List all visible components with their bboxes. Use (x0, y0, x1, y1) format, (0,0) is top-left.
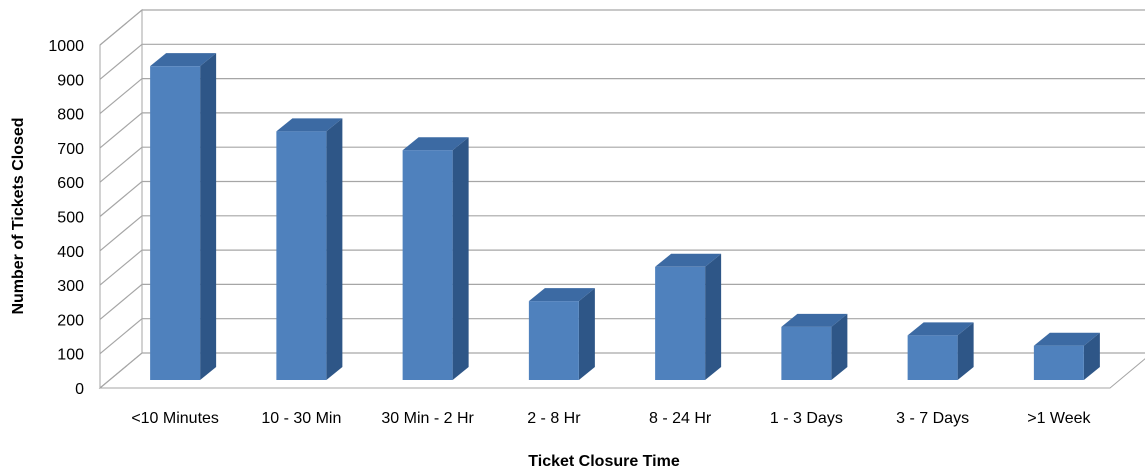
bar-side (200, 53, 217, 380)
gridline (99, 318, 1145, 355)
y-tick-label: 300 (57, 278, 84, 295)
y-tick-label: 800 (57, 107, 84, 124)
y-tick-label: 400 (57, 244, 84, 261)
bar-front (907, 335, 958, 380)
bar-front (655, 266, 706, 380)
y-tick-label: 500 (57, 210, 84, 227)
x-tick-label: 30 Min - 2 Hr (381, 410, 474, 427)
bar-front (528, 301, 579, 380)
x-tick-label: 2 - 8 Hr (527, 410, 581, 427)
gridline (99, 112, 1145, 149)
bar-front (150, 66, 201, 380)
x-axis-ticks: <10 Minutes 10 - 30 Min 30 Min - 2 Hr 2 - 8… (131, 410, 1091, 427)
y-tick-label: 0 (75, 381, 84, 398)
x-tick-label: 8 - 24 Hr (649, 410, 712, 427)
gridline (99, 283, 1145, 320)
x-tick-label: 10 - 30 Min (261, 410, 341, 427)
gridline (99, 9, 1145, 46)
floor (98, 352, 1145, 389)
bar (907, 322, 974, 380)
gridlines (99, 9, 1145, 389)
bar-top (402, 137, 469, 151)
x-tick-label: 1 - 3 Days (770, 410, 843, 427)
y-tick-label: 900 (57, 72, 84, 89)
y-tick-label: 700 (57, 141, 84, 158)
gridline (99, 215, 1145, 252)
x-axis-title: Ticket Closure Time (528, 453, 680, 470)
gridline (99, 43, 1145, 80)
bar (655, 253, 722, 380)
y-tick-label: 100 (57, 347, 84, 364)
bar-side (578, 288, 595, 380)
bar (528, 288, 595, 380)
bar-front (781, 326, 832, 380)
x-tick-label: 3 - 7 Days (896, 410, 969, 427)
chart-walls (98, 8, 1145, 390)
bar-side (452, 137, 469, 380)
gridline (99, 249, 1145, 286)
bar-front (402, 150, 453, 380)
gridline (99, 146, 1145, 183)
y-axis-ticks: 0 100 200 300 400 500 600 700 800 900 1000 (48, 38, 84, 398)
bar-top (528, 288, 595, 302)
bar-side (831, 313, 848, 380)
bar-top (655, 253, 722, 267)
bar-side (1083, 332, 1100, 380)
y-tick-label: 200 (57, 312, 84, 329)
gridline (99, 77, 1145, 115)
bar-side (957, 322, 974, 380)
x-tick-label: <10 Minutes (131, 410, 219, 427)
bar (1033, 332, 1100, 380)
bar (402, 137, 469, 380)
bar-front (276, 131, 327, 380)
bar-top (907, 322, 974, 336)
y-tick-label: 1000 (48, 38, 84, 55)
y-tick-label: 600 (57, 175, 84, 192)
y-axis-title: Number of Tickets Closed (10, 117, 27, 314)
bars (150, 53, 1100, 380)
bar-side (705, 253, 722, 380)
bar (150, 53, 217, 380)
bar-top (150, 53, 217, 67)
bar (781, 313, 848, 380)
x-tick-label: >1 Week (1027, 410, 1091, 427)
bar-top (276, 118, 343, 132)
bar-top (1033, 332, 1100, 346)
gridline (99, 180, 1145, 217)
bar-side (326, 118, 343, 380)
bar-top (781, 313, 848, 327)
bar-front (1033, 345, 1084, 380)
bar (276, 118, 343, 380)
